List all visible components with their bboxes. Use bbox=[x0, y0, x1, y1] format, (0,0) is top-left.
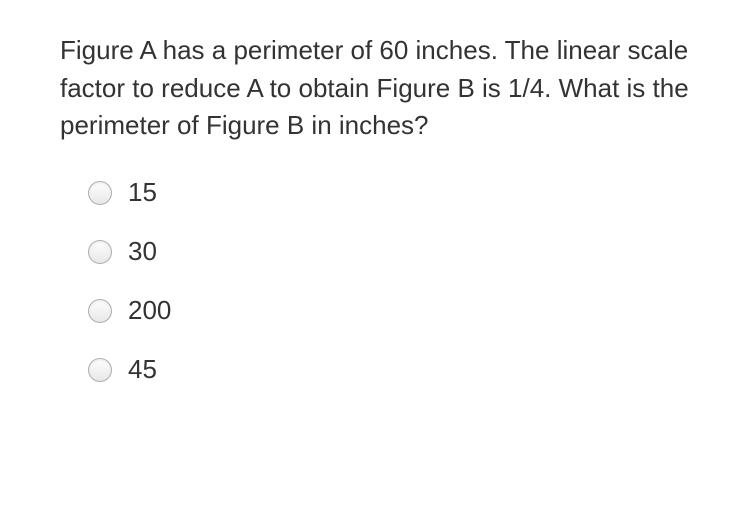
option-2[interactable]: 200 bbox=[88, 295, 690, 326]
radio-icon[interactable] bbox=[88, 299, 112, 323]
radio-icon[interactable] bbox=[88, 358, 112, 382]
option-1[interactable]: 30 bbox=[88, 236, 690, 267]
option-3[interactable]: 45 bbox=[88, 354, 690, 385]
option-label: 200 bbox=[128, 295, 171, 326]
option-0[interactable]: 15 bbox=[88, 177, 690, 208]
option-label: 45 bbox=[128, 354, 157, 385]
radio-icon[interactable] bbox=[88, 240, 112, 264]
option-label: 15 bbox=[128, 177, 157, 208]
options-group: 15 30 200 45 bbox=[60, 177, 690, 385]
option-label: 30 bbox=[128, 236, 157, 267]
question-block: Figure A has a perimeter of 60 inches. T… bbox=[0, 0, 750, 445]
radio-icon[interactable] bbox=[88, 181, 112, 205]
question-text: Figure A has a perimeter of 60 inches. T… bbox=[60, 32, 690, 145]
